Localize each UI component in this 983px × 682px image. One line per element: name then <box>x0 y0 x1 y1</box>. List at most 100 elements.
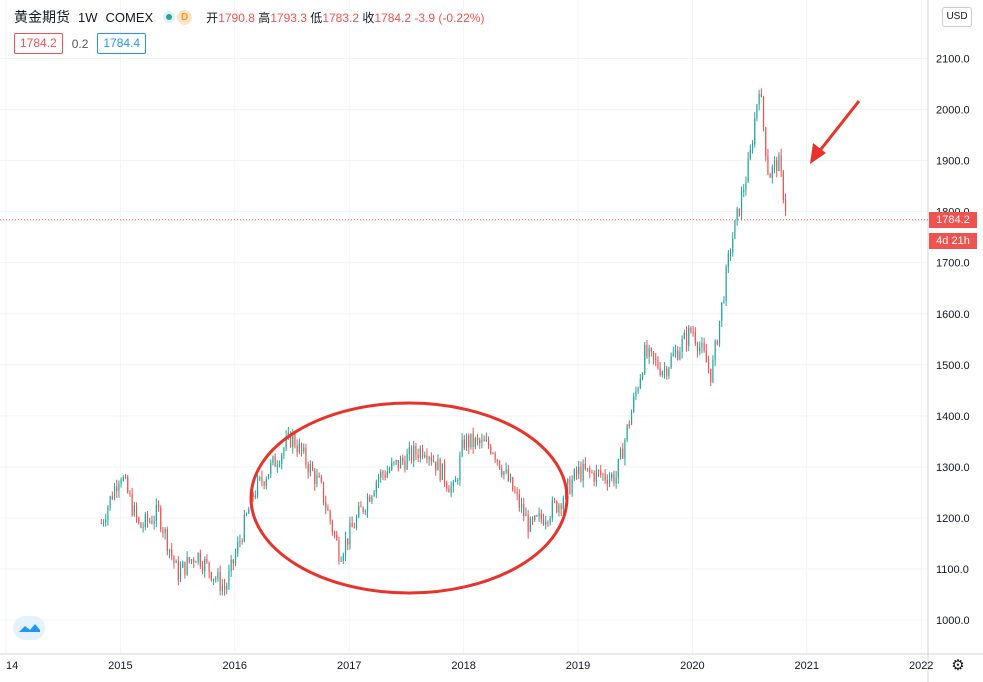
candle-body <box>322 481 325 503</box>
gear-icon[interactable]: ⚙ <box>951 657 965 674</box>
candle-body <box>622 448 624 459</box>
candle-body <box>285 436 287 449</box>
open-value: 1790.8 <box>218 10 255 25</box>
candle-body <box>331 521 333 533</box>
candle-body <box>127 477 129 493</box>
x-tick-label: 2020 <box>680 660 704 672</box>
candle-body <box>584 463 586 470</box>
candle-body <box>272 456 274 463</box>
candle-body <box>380 471 382 478</box>
bid-button[interactable]: 1784.2 <box>14 33 63 54</box>
candle-body <box>100 523 102 525</box>
candle-body <box>641 373 644 379</box>
candle-body <box>773 160 776 167</box>
candle-body <box>582 463 584 481</box>
candle-body <box>580 466 582 481</box>
candle-body <box>261 477 263 483</box>
candle-body <box>283 448 285 455</box>
low-value: 1783.2 <box>322 10 360 25</box>
candle-body <box>705 351 707 363</box>
ask-button[interactable]: 1784.4 <box>97 33 147 54</box>
candle-body <box>184 561 186 575</box>
candle-body <box>782 171 784 200</box>
candle-body <box>496 459 498 461</box>
candle-body <box>281 454 283 465</box>
candle-body <box>670 356 672 368</box>
candle-body <box>450 486 452 493</box>
candle-body <box>569 478 571 494</box>
candle-body <box>358 506 360 518</box>
candle-body <box>171 549 173 557</box>
candle-body <box>410 447 413 461</box>
candle-body <box>393 462 395 464</box>
candle-body <box>628 424 630 426</box>
candle-body <box>633 396 635 412</box>
candle-body <box>270 462 272 475</box>
quote-row: 1784.2 0.2 1784.4 <box>14 33 147 54</box>
candle-body <box>195 561 197 563</box>
candle-body <box>201 566 204 572</box>
tradingview-logo-icon[interactable] <box>13 616 45 640</box>
y-tick-label: 1200.0 <box>936 513 970 525</box>
candle-body <box>514 490 516 493</box>
candle-body <box>430 457 432 462</box>
annotation-arrow-head <box>810 143 826 164</box>
candle-body <box>197 552 199 562</box>
candle-body <box>553 500 556 502</box>
candle-body <box>204 558 206 572</box>
candle-body <box>459 455 461 481</box>
currency-button[interactable]: USD <box>942 7 972 27</box>
candle-body <box>329 510 331 522</box>
candle-body <box>540 513 542 519</box>
candle-body <box>472 433 474 447</box>
candle-body <box>230 559 232 572</box>
candle-body <box>606 479 608 485</box>
candle-body <box>432 461 435 463</box>
market-status-icon[interactable] <box>163 11 176 23</box>
candle-body <box>107 507 109 520</box>
candle-body <box>228 571 230 587</box>
candle-body <box>155 505 157 522</box>
candle-body <box>340 560 342 562</box>
candle-body <box>710 368 712 382</box>
candle-body <box>146 514 149 522</box>
candle-body <box>551 500 553 519</box>
candle-body <box>626 424 628 441</box>
candle-body <box>179 567 182 581</box>
candle-body <box>463 439 465 449</box>
candle-body <box>292 432 294 447</box>
candle-body <box>254 495 256 498</box>
candle-body <box>597 470 600 472</box>
candle-body <box>173 556 175 563</box>
candle-body <box>589 468 591 472</box>
ohlc-values: 开1790.8 高1793.3 低1783.2 收1784.2 -3.9 (-0… <box>206 9 484 26</box>
delayed-data-badge[interactable]: D <box>177 9 193 25</box>
candle-body <box>699 347 701 352</box>
high-label: 高 <box>258 10 271 25</box>
candle-body <box>602 473 604 475</box>
candle-body <box>353 527 355 529</box>
candle-body <box>591 471 593 473</box>
candle-body <box>769 174 771 178</box>
candle-body <box>650 348 652 352</box>
candle-body <box>413 445 415 461</box>
candle-body <box>659 368 661 376</box>
high-value: 1793.3 <box>270 10 307 25</box>
candle-body <box>503 471 505 476</box>
candle-body <box>531 518 534 521</box>
candle-body <box>692 332 694 334</box>
candle-body <box>749 149 751 159</box>
candle-body <box>701 343 703 348</box>
candle-body <box>118 483 120 491</box>
candle-body <box>586 468 589 470</box>
symbol-name[interactable]: 黄金期货 <box>14 9 70 25</box>
candle-body <box>274 456 276 467</box>
annotation-arrow-shaft <box>816 100 861 154</box>
candle-body <box>406 454 408 470</box>
candle-body <box>538 513 540 517</box>
candle-body <box>144 514 146 527</box>
candle-body <box>120 480 122 484</box>
interval-label[interactable]: 1W <box>78 9 98 25</box>
